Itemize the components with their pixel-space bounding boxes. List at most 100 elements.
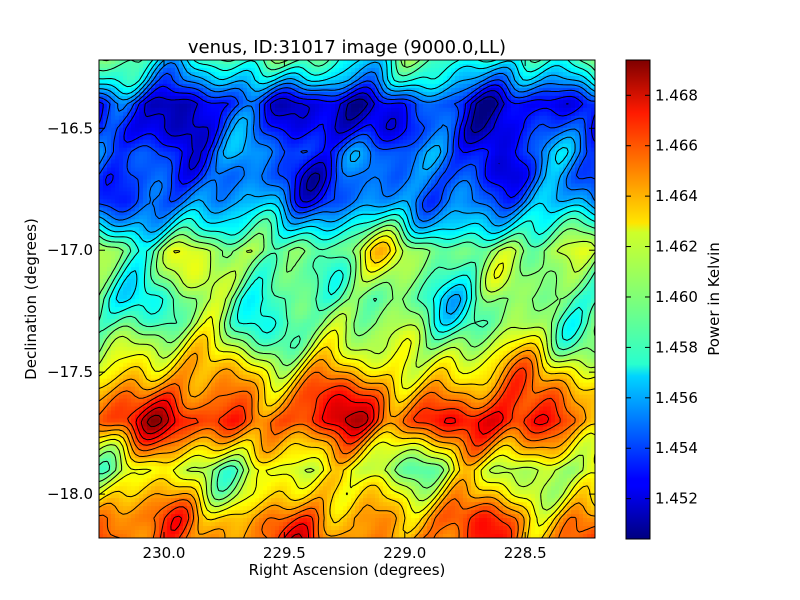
heatmap-cell bbox=[191, 83, 196, 89]
heatmap-cell bbox=[571, 143, 576, 149]
heatmap-cell bbox=[139, 79, 144, 85]
heatmap-cell bbox=[519, 207, 524, 212]
heatmap-cell bbox=[163, 139, 168, 145]
heatmap-cell bbox=[111, 171, 116, 177]
heatmap-cell bbox=[487, 67, 492, 73]
heatmap-cell bbox=[171, 60, 176, 65]
heatmap-cell bbox=[103, 119, 108, 125]
heatmap-cell bbox=[547, 79, 552, 85]
heatmap-cell bbox=[567, 179, 572, 185]
heatmap-cell bbox=[383, 151, 388, 157]
heatmap-cell bbox=[247, 143, 252, 149]
heatmap-cell bbox=[507, 187, 512, 193]
heatmap-cell bbox=[187, 155, 192, 161]
heatmap-cell bbox=[403, 187, 408, 193]
heatmap-cell bbox=[459, 187, 464, 193]
heatmap-cell bbox=[543, 135, 548, 141]
heatmap-cell bbox=[207, 215, 212, 220]
heatmap-cell bbox=[459, 91, 464, 97]
heatmap-cell bbox=[403, 123, 408, 129]
heatmap-cell bbox=[459, 167, 464, 173]
heatmap-cell bbox=[559, 163, 564, 169]
heatmap-cell bbox=[139, 119, 144, 125]
heatmap-cell bbox=[195, 203, 200, 208]
heatmap-cell bbox=[495, 195, 500, 201]
heatmap-cell bbox=[575, 107, 580, 113]
heatmap-cell bbox=[523, 171, 528, 177]
heatmap-cell bbox=[591, 83, 595, 89]
heatmap-cell bbox=[387, 195, 392, 201]
heatmap-cell bbox=[151, 135, 156, 141]
heatmap-cell bbox=[519, 175, 524, 181]
heatmap-cell bbox=[299, 127, 304, 133]
heatmap-cell bbox=[495, 159, 500, 165]
heatmap-cell bbox=[371, 143, 376, 149]
heatmap-cell bbox=[159, 139, 164, 145]
heatmap-cell bbox=[123, 191, 128, 197]
heatmap-cell bbox=[495, 127, 500, 133]
heatmap-cell bbox=[471, 131, 476, 137]
heatmap-cell bbox=[491, 151, 496, 157]
heatmap-cell bbox=[447, 171, 452, 177]
heatmap-cell bbox=[159, 75, 164, 81]
heatmap-cell bbox=[511, 131, 516, 137]
heatmap-cell bbox=[503, 131, 508, 137]
heatmap-cell bbox=[559, 87, 564, 93]
heatmap-cell bbox=[187, 71, 192, 77]
heatmap-cell bbox=[583, 139, 588, 145]
heatmap-cell bbox=[579, 111, 584, 117]
heatmap-cell bbox=[591, 163, 595, 169]
heatmap-cell bbox=[311, 79, 316, 85]
heatmap-cell bbox=[443, 111, 448, 117]
heatmap-cell bbox=[247, 215, 252, 220]
heatmap-cell bbox=[239, 83, 244, 89]
heatmap-cell bbox=[483, 119, 488, 125]
heatmap-cell bbox=[495, 131, 500, 137]
heatmap-cell bbox=[283, 151, 288, 157]
heatmap-cell bbox=[459, 63, 464, 69]
heatmap-cell bbox=[571, 167, 576, 173]
heatmap-cell bbox=[199, 171, 204, 177]
heatmap-cell bbox=[479, 123, 484, 129]
heatmap-cell bbox=[379, 87, 384, 93]
heatmap-cell bbox=[351, 183, 356, 189]
heatmap-cell bbox=[475, 199, 480, 204]
heatmap-cell bbox=[227, 75, 232, 81]
heatmap-cell bbox=[327, 187, 332, 193]
heatmap-cell bbox=[351, 195, 356, 201]
heatmap-cell bbox=[159, 79, 164, 85]
heatmap-cell bbox=[587, 131, 592, 137]
heatmap-cell bbox=[403, 95, 408, 101]
heatmap-cell bbox=[247, 179, 252, 185]
heatmap-cell bbox=[547, 183, 552, 189]
heatmap-cell bbox=[359, 107, 364, 113]
heatmap-cell bbox=[163, 107, 168, 113]
heatmap-cell bbox=[295, 135, 300, 141]
heatmap-cell bbox=[555, 203, 560, 208]
heatmap-cell bbox=[339, 103, 344, 109]
heatmap-cell bbox=[523, 79, 528, 85]
heatmap-cell bbox=[259, 175, 264, 181]
heatmap-cell bbox=[555, 155, 560, 161]
heatmap-cell bbox=[187, 219, 192, 224]
heatmap-cell bbox=[507, 163, 512, 169]
heatmap-cell bbox=[143, 151, 148, 157]
heatmap-cell bbox=[427, 159, 432, 165]
heatmap-cell bbox=[219, 71, 224, 77]
heatmap-cell bbox=[131, 63, 136, 69]
heatmap-cell bbox=[415, 87, 420, 93]
heatmap-cell bbox=[507, 83, 512, 89]
heatmap-cell bbox=[287, 175, 292, 181]
heatmap-cell bbox=[183, 99, 188, 105]
heatmap-cell bbox=[419, 151, 424, 157]
heatmap-cell bbox=[131, 131, 136, 137]
heatmap-cell bbox=[263, 171, 268, 177]
heatmap-cell bbox=[295, 151, 300, 157]
heatmap-cell bbox=[579, 195, 584, 201]
heatmap-cell bbox=[583, 135, 588, 141]
heatmap-cell bbox=[159, 171, 164, 177]
heatmap-cell bbox=[179, 91, 184, 97]
heatmap-cell bbox=[387, 199, 392, 204]
heatmap-cell bbox=[211, 99, 216, 105]
heatmap-cell bbox=[351, 99, 356, 105]
